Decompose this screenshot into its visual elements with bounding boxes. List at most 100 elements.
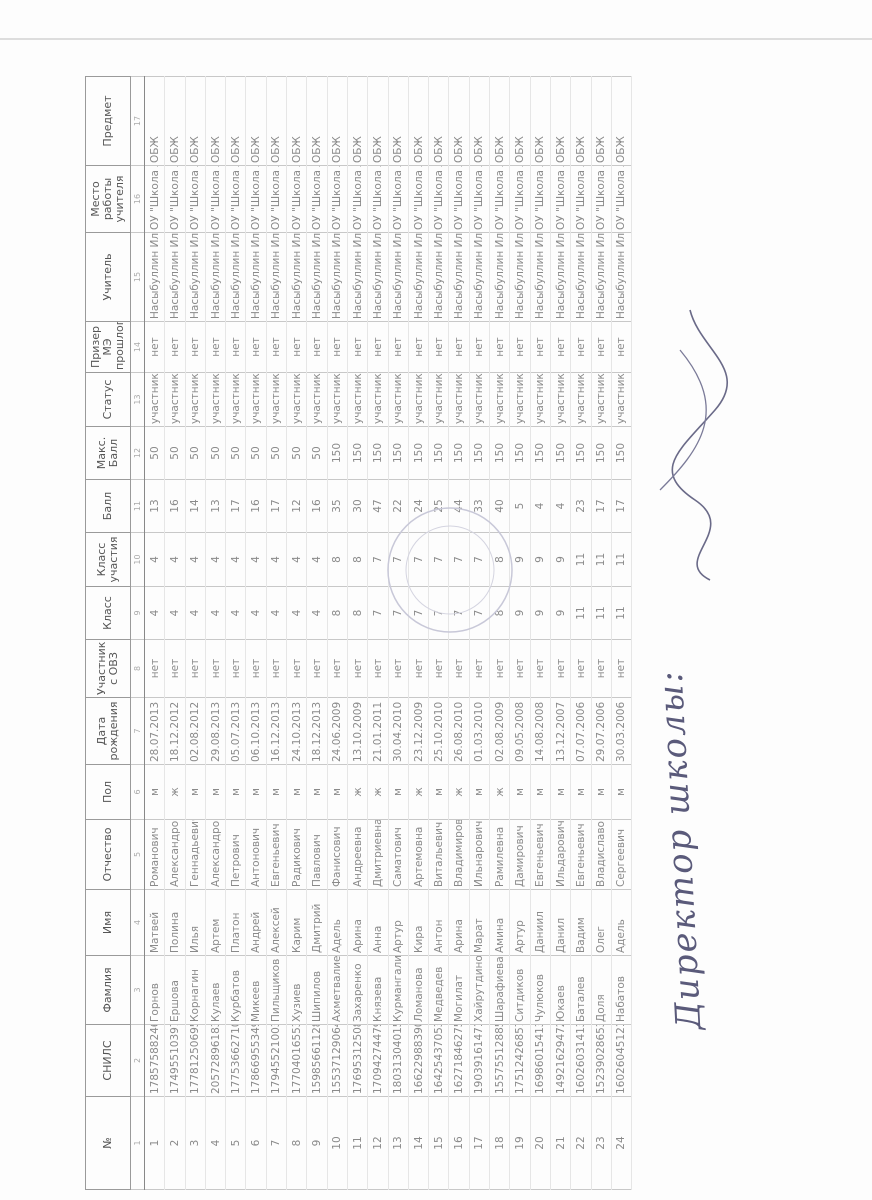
table-cell: 16026031413 bbox=[570, 1024, 592, 1097]
table-cell: Курмангалиев bbox=[388, 955, 409, 1025]
table-cell: Данил bbox=[550, 889, 571, 956]
table-cell: 17 bbox=[266, 479, 287, 533]
table-cell: Даниил bbox=[530, 889, 551, 956]
table-cell: 30.04.2010 bbox=[388, 697, 409, 765]
table-cell: 19 bbox=[509, 1096, 531, 1190]
table-cell: нет bbox=[509, 639, 531, 698]
table-cell: 4 bbox=[205, 532, 226, 587]
table-cell: ж bbox=[489, 764, 510, 820]
table-cell: Адель bbox=[611, 889, 632, 956]
table-cell: 16 bbox=[306, 479, 328, 533]
table-cell: 17 bbox=[469, 1096, 490, 1190]
table-cell: 18031304015 bbox=[388, 1024, 409, 1097]
table-row: 7 17945521003 Пильщиков Алексей Евгеньевич м 1… bbox=[266, 76, 287, 1190]
table-cell: участник bbox=[245, 372, 267, 427]
table-cell: нет bbox=[327, 639, 348, 698]
table-cell: 17753662710 bbox=[225, 1024, 246, 1097]
table-cell: Набатов bbox=[611, 955, 632, 1025]
column-number-row: 1 2 3 4 5 6 7 8 9 10 11 12 13 14 15 16 17 bbox=[130, 76, 145, 1190]
table-row: 23 15239028653 Доля Олег Владиславови м 29.07.… bbox=[591, 76, 612, 1190]
column-number: 8 bbox=[130, 639, 145, 698]
table-cell: нет bbox=[347, 639, 368, 698]
table-cell: Пильщиков bbox=[266, 955, 287, 1025]
table-cell: 16271846275 bbox=[448, 1024, 470, 1097]
table-cell: м bbox=[509, 764, 531, 820]
table-cell: 4 bbox=[164, 586, 186, 640]
table-cell: 150 bbox=[509, 426, 531, 480]
table-cell: 4 bbox=[185, 586, 206, 640]
table-cell: 14 bbox=[408, 1096, 429, 1190]
table-cell: Кулаев bbox=[205, 955, 226, 1025]
table-cell: 150 bbox=[469, 426, 490, 480]
table-cell: м bbox=[306, 764, 328, 820]
table-cell: 13 bbox=[388, 1096, 409, 1190]
table-cell: нет bbox=[164, 321, 186, 373]
table-cell: ОБЖ bbox=[205, 76, 226, 166]
table-cell: Арина bbox=[347, 889, 368, 956]
table-cell: ОБЖ bbox=[611, 76, 632, 166]
table-cell: 23.12.2009 bbox=[408, 697, 429, 765]
table-cell: 14921629472 bbox=[550, 1024, 571, 1097]
table-cell: 15 bbox=[428, 1096, 449, 1190]
table-cell: 50 bbox=[245, 426, 267, 480]
table-cell: 17857588246 bbox=[144, 1024, 165, 1097]
column-number: 6 bbox=[130, 764, 145, 820]
table-cell: 07.07.2006 bbox=[570, 697, 592, 765]
table-cell: нет bbox=[286, 639, 307, 698]
table-cell: 4 bbox=[245, 532, 267, 587]
table-cell: 150 bbox=[448, 426, 470, 480]
table-cell: 17781250695 bbox=[185, 1024, 206, 1097]
table-cell: 14 bbox=[185, 479, 206, 533]
table-cell: 4 bbox=[185, 532, 206, 587]
table-cell: 8 bbox=[327, 532, 348, 587]
table-cell: ОУ "Школа № bbox=[205, 165, 226, 233]
table-cell: 16 bbox=[448, 1096, 470, 1190]
table-cell: 4 bbox=[245, 586, 267, 640]
table-cell: Насыбуллин Иль bbox=[286, 232, 307, 322]
table-cell: 150 bbox=[530, 426, 551, 480]
table-cell: 150 bbox=[489, 426, 510, 480]
table-cell: нет bbox=[225, 321, 246, 373]
column-number: 4 bbox=[130, 889, 145, 956]
table-row: 9 15985661128 Шипилов Дмитрий Павлович м 18.12… bbox=[306, 76, 328, 1190]
table-cell: ОУ "Школа № bbox=[509, 165, 531, 233]
table-cell: 4 bbox=[225, 586, 246, 640]
column-header: Отчество bbox=[85, 819, 131, 890]
table-cell: 4 bbox=[266, 586, 287, 640]
table-cell: м bbox=[469, 764, 490, 820]
table-cell: нет bbox=[266, 321, 287, 373]
table-cell: нет bbox=[408, 639, 429, 698]
table-cell: 150 bbox=[428, 426, 449, 480]
table-cell: 26.08.2010 bbox=[448, 697, 470, 765]
table-cell: 11 bbox=[570, 532, 592, 587]
table-cell: Шипилов bbox=[306, 955, 328, 1025]
table-cell: нет bbox=[489, 639, 510, 698]
table-cell: Владиславови bbox=[591, 819, 612, 890]
table-cell: ОБЖ bbox=[306, 76, 328, 166]
table-cell: 14.08.2008 bbox=[530, 697, 551, 765]
table-row: 1 17857588246 Горнов Матвей Романович м 28.07.… bbox=[144, 76, 165, 1190]
table-cell: 1 bbox=[144, 1096, 165, 1190]
table-cell: ОБЖ bbox=[591, 76, 612, 166]
table-cell: 35 bbox=[327, 479, 348, 533]
table-cell: ОБЖ bbox=[388, 76, 409, 166]
table-cell: Ломанова bbox=[408, 955, 429, 1025]
table-cell: Артемовна bbox=[408, 819, 429, 890]
table-cell: 50 bbox=[306, 426, 328, 480]
table-cell: 19039161471 bbox=[469, 1024, 490, 1097]
table-cell: 30 bbox=[347, 479, 368, 533]
table-cell: ОУ "Школа № bbox=[367, 165, 389, 233]
column-header: Фамлия bbox=[85, 955, 131, 1025]
column-header: Пол bbox=[85, 764, 131, 820]
table-cell: 13.10.2009 bbox=[347, 697, 368, 765]
table-cell: 17945521003 bbox=[266, 1024, 287, 1097]
table-cell: Хузиев bbox=[286, 955, 307, 1025]
table-cell: ОУ "Школа № bbox=[306, 165, 328, 233]
table-cell: 16986015413 bbox=[530, 1024, 551, 1097]
table-cell: ОБЖ bbox=[530, 76, 551, 166]
column-header: Балл bbox=[85, 479, 131, 533]
table-cell: 18.12.2013 bbox=[306, 697, 328, 765]
table-cell: Фанисович bbox=[327, 819, 348, 890]
table-cell: участник bbox=[489, 372, 510, 427]
